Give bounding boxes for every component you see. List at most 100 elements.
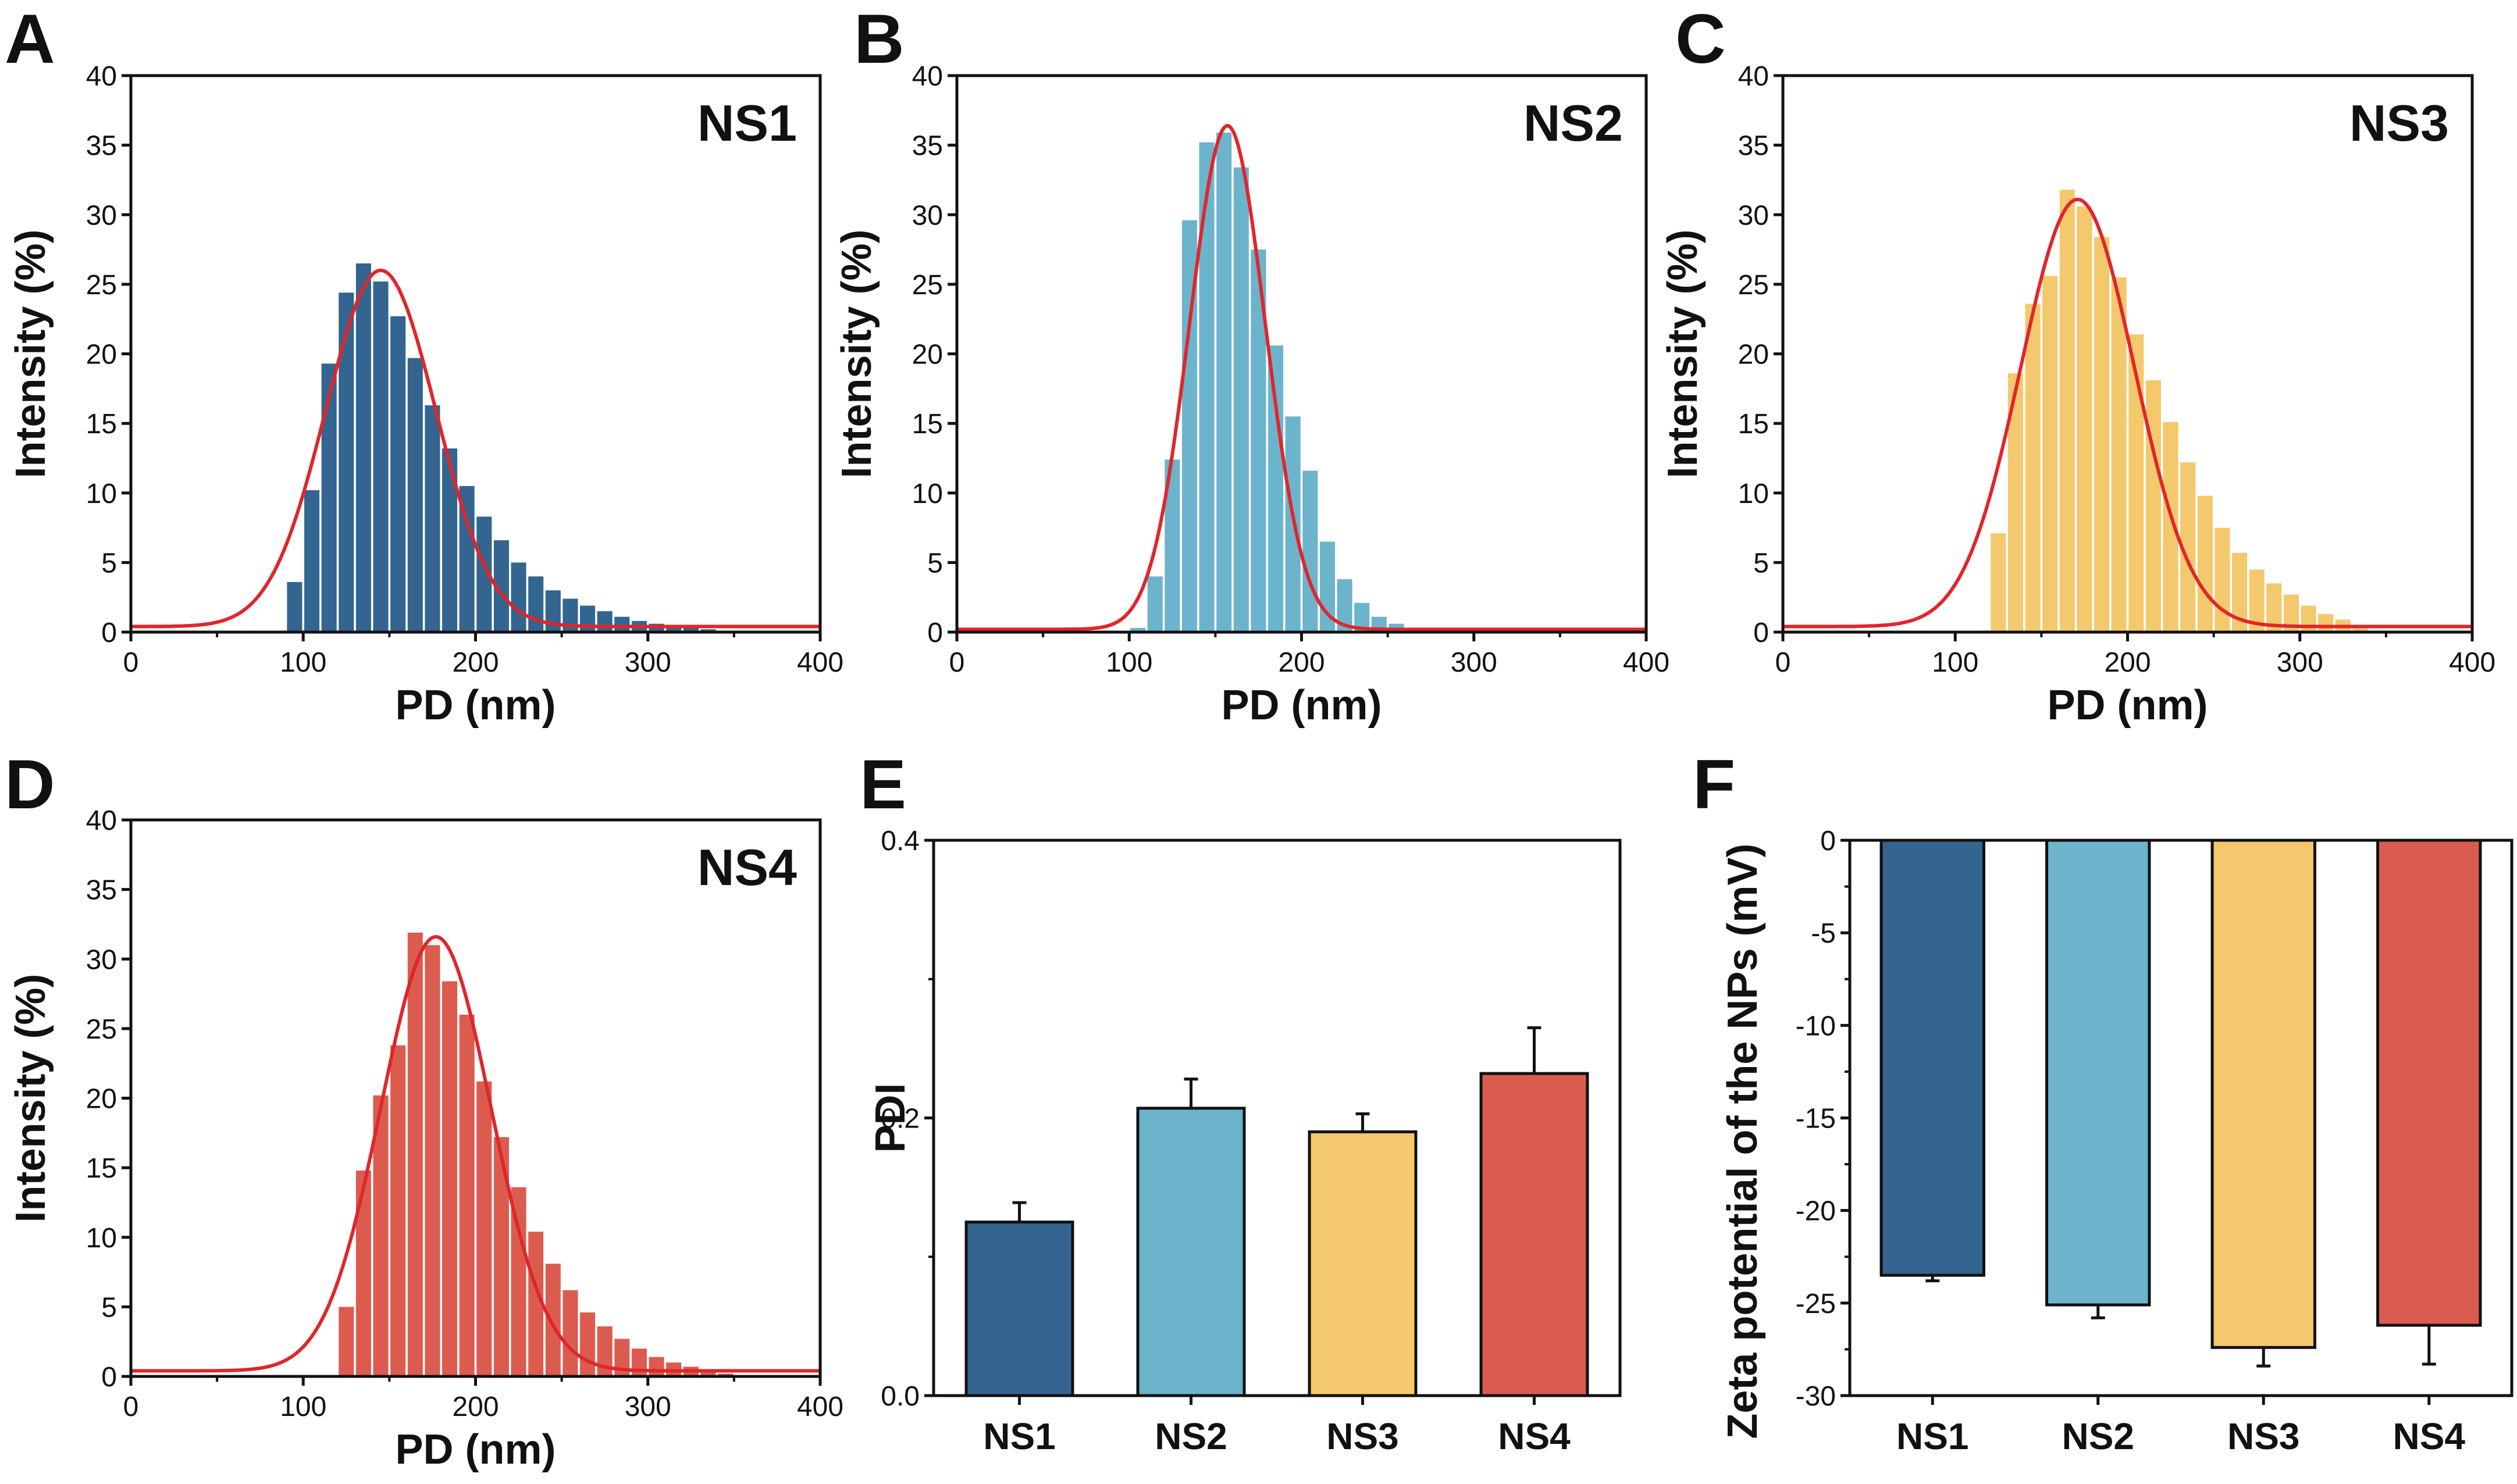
histogram-bar [2352, 625, 2368, 632]
histogram-bar [666, 626, 682, 632]
histogram-bar [2042, 276, 2058, 632]
category-label: NS1 [1896, 1415, 1969, 1457]
x-tick-label: 300 [625, 1392, 671, 1422]
histogram-bar [339, 1307, 354, 1377]
y-tick-label: 10 [912, 479, 943, 509]
histogram-bar [511, 1187, 526, 1376]
bar-ns3 [1308, 1130, 1418, 1397]
histogram-bar [528, 576, 544, 632]
y-tick-label: 20 [86, 1084, 117, 1115]
histogram-bar [390, 1045, 406, 1376]
y-tick-label: 25 [912, 270, 943, 301]
histogram-bar [373, 1095, 389, 1376]
x-tick-label: 300 [625, 647, 671, 678]
histogram-bar [545, 1264, 561, 1376]
category-label: NS2 [1155, 1415, 1227, 1457]
y-tick-label: 5 [927, 548, 943, 579]
y-tick-label: 35 [86, 131, 117, 162]
bar-ns4 [2376, 839, 2482, 1327]
y-tick-label: 5 [101, 548, 117, 579]
histogram-bar [2059, 190, 2075, 632]
histogram-bar [1216, 133, 1232, 633]
histogram-bar [700, 1371, 716, 1376]
x-tick-label: 400 [797, 1392, 843, 1422]
category-label: NS3 [2227, 1415, 2300, 1457]
histogram-bar [614, 616, 630, 632]
sample-label: NS2 [1523, 94, 1623, 152]
histogram-bar [2111, 277, 2127, 632]
plot-frame [1781, 74, 2474, 634]
y-axis-label: PDI [867, 1083, 914, 1153]
y-tick-label: 0 [101, 1362, 117, 1393]
y-tick-label: 20 [86, 340, 117, 370]
histogram-bar [2318, 613, 2334, 632]
panel-label-b: B [854, 0, 905, 78]
histogram-bar [287, 582, 302, 632]
plot-frame [129, 818, 822, 1378]
histogram-bar [425, 405, 440, 632]
y-tick-label: 25 [1738, 270, 1769, 301]
y-tick-label: -10 [1796, 1011, 1836, 1041]
histogram-bar [649, 1357, 664, 1376]
x-tick-label: 200 [452, 1392, 499, 1422]
x-axis-label: PD (nm) [2048, 682, 2208, 729]
y-tick-label: 0.2 [881, 1104, 920, 1135]
y-tick-label: 15 [1738, 409, 1769, 440]
category-label: NS2 [2062, 1415, 2135, 1457]
x-tick-label: 200 [452, 647, 499, 678]
y-tick-label: 5 [1753, 548, 1769, 579]
y-tick-label: 25 [86, 270, 117, 301]
sample-label: NS4 [697, 839, 797, 896]
y-tick-label: -5 [1811, 918, 1836, 949]
x-tick-label: 300 [1451, 647, 1497, 678]
x-axis-label: PD (nm) [396, 1426, 556, 1473]
histogram-bar [355, 1170, 371, 1376]
x-axis-label: PD (nm) [1222, 682, 1382, 729]
y-tick-label: 35 [86, 875, 117, 906]
histogram-bar [373, 281, 389, 633]
y-tick-label: 0.4 [881, 826, 920, 857]
y-tick-label: 0 [101, 618, 117, 648]
histogram-bar [580, 605, 596, 632]
y-tick-label: 35 [912, 131, 943, 162]
histogram-bar [407, 358, 423, 632]
x-tick-label: 0 [949, 647, 965, 678]
x-tick-label: 300 [2277, 647, 2323, 678]
histogram-bar [1268, 345, 1284, 632]
histogram-bar [355, 263, 371, 632]
y-tick-label: 0 [1753, 618, 1769, 648]
histogram-bar [390, 316, 406, 632]
category-label: NS1 [983, 1415, 1056, 1457]
category-label: NS4 [1498, 1415, 1571, 1457]
y-axis-label: Intensity (%) [8, 973, 54, 1222]
x-tick-label: 0 [123, 1392, 139, 1422]
histogram-bar [2128, 334, 2144, 632]
histogram-bar [442, 448, 458, 632]
histogram-bar [407, 932, 423, 1376]
x-tick-label: 400 [2449, 647, 2495, 678]
zeta-potential-bar-chart: NS1 NS2 NS3 NS4 0 -5 -10 -15 -20 -25 -30 Zeta poten… [1719, 826, 2514, 1457]
histogram-bar [511, 562, 526, 633]
y-tick-label: -25 [1796, 1289, 1836, 1319]
y-tick-label: 40 [86, 61, 117, 92]
y-axis-label: Intensity (%) [834, 229, 880, 478]
bar-ns1 [1879, 839, 1985, 1277]
y-tick-label: 30 [1738, 200, 1769, 231]
y-tick-label: 20 [1738, 340, 1769, 370]
bar-ns2 [1136, 1107, 1246, 1397]
histogram-bar [339, 292, 354, 633]
y-tick-label: 10 [86, 479, 117, 509]
x-tick-label: 100 [1106, 647, 1152, 678]
y-axis-label: Intensity (%) [1660, 229, 1706, 478]
x-axis-label: PD (nm) [396, 682, 556, 729]
y-tick-label: 0.0 [881, 1381, 920, 1412]
y-tick-label: 40 [1738, 61, 1769, 92]
bar-ns2 [2045, 839, 2151, 1307]
y-tick-label: 25 [86, 1014, 117, 1045]
y-tick-label: 15 [86, 1153, 117, 1184]
histogram-bar [2215, 527, 2230, 632]
histogram-bar [442, 981, 458, 1376]
